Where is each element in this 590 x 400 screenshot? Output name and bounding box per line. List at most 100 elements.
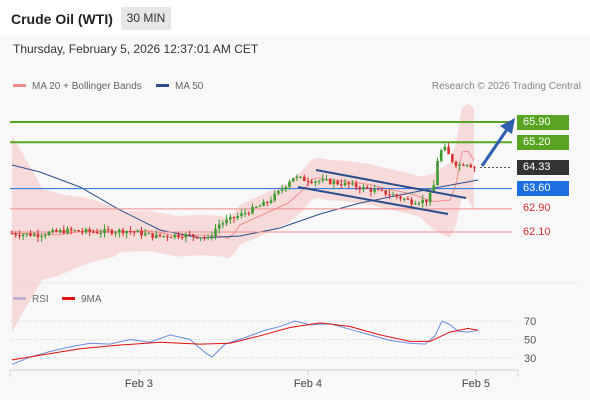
- bearish-candle: [410, 196, 413, 207]
- candle-body: [225, 219, 228, 224]
- candle-body: [114, 232, 117, 234]
- bullish-candle: [206, 234, 210, 241]
- bearish-candle: [306, 177, 310, 187]
- candle-body: [280, 189, 284, 191]
- bullish-candle: [314, 180, 317, 187]
- bullish-candle: [40, 233, 43, 242]
- candle-body: [299, 176, 302, 178]
- credit-text: Research © 2026 Trading Central: [431, 81, 581, 92]
- bearish-candle: [177, 232, 180, 240]
- candle-body: [110, 230, 114, 234]
- bullish-candle: [458, 161, 461, 171]
- candle-body: [229, 216, 232, 220]
- bullish-candle: [277, 189, 280, 196]
- ma50-swatch: [156, 83, 169, 87]
- ma50-line: [11, 164, 479, 239]
- bullish-candle: [414, 200, 417, 205]
- candle-body: [125, 230, 128, 234]
- bullish-candle: [58, 228, 62, 234]
- candle-body: [217, 224, 221, 229]
- bearish-candle: [166, 234, 169, 242]
- candle-body: [92, 231, 95, 233]
- bullish-candle: [44, 233, 47, 239]
- channel-upper-line: [315, 169, 467, 199]
- bullish-candle: [173, 234, 177, 240]
- rsi-tick-50: 50: [524, 335, 536, 347]
- bearish-candle: [18, 230, 21, 240]
- bullish-candle: [439, 148, 443, 163]
- bearish-candle: [81, 227, 84, 236]
- bearish-candle: [77, 229, 80, 232]
- bearish-candle: [380, 187, 384, 192]
- candle-body: [469, 164, 473, 168]
- candle-body: [443, 146, 447, 151]
- candle-body: [162, 235, 165, 237]
- bearish-candle: [69, 226, 73, 235]
- candle-body: [314, 181, 317, 183]
- bullish-candle: [432, 180, 436, 193]
- candle-body: [377, 189, 380, 191]
- bullish-candle: [291, 177, 295, 182]
- bullish-candle: [32, 231, 36, 237]
- legend-9ma: 9MA: [62, 294, 102, 305]
- bearish-candle: [399, 195, 402, 202]
- candle-body: [129, 230, 132, 232]
- candle-body: [106, 229, 110, 231]
- bullish-candle: [332, 178, 336, 190]
- candle-body: [343, 182, 347, 186]
- candle-body: [369, 188, 373, 192]
- bearish-candle: [266, 200, 269, 207]
- candle-body: [473, 167, 476, 169]
- ma9-swatch: [62, 296, 75, 300]
- bearish-candle: [121, 227, 125, 237]
- candle-body: [188, 233, 191, 235]
- candle-body: [347, 182, 350, 185]
- bullish-candle: [373, 184, 376, 195]
- bearish-candle: [232, 216, 236, 224]
- candle-body: [192, 234, 195, 237]
- rsi-label: RSI: [32, 294, 49, 305]
- bullish-candle: [254, 205, 258, 208]
- candle-body: [132, 231, 136, 233]
- bullish-candle: [236, 212, 239, 221]
- bearish-candle: [328, 177, 332, 185]
- candle-body: [158, 234, 162, 237]
- legend-ma20: MA 20 + Bollinger Bands: [13, 81, 142, 92]
- candle-body: [462, 164, 465, 166]
- candle-body: [232, 216, 236, 219]
- bearish-candle: [106, 225, 110, 234]
- candle-body: [77, 230, 80, 232]
- bullish-candle: [465, 164, 469, 168]
- candle-body: [103, 229, 106, 233]
- bullish-candle: [25, 233, 29, 238]
- x-tick-label: Feb 3: [125, 378, 153, 390]
- candle-body: [365, 186, 369, 189]
- bullish-candle: [299, 176, 302, 179]
- candle-body: [417, 203, 421, 205]
- candle-body: [29, 233, 32, 236]
- candle-body: [406, 198, 410, 200]
- candle-body: [425, 199, 428, 203]
- candle-body: [147, 233, 151, 235]
- candle-body: [140, 230, 143, 236]
- candle-body: [421, 199, 424, 204]
- candle-body: [99, 232, 103, 234]
- bullish-candle: [229, 213, 232, 224]
- bearish-candle: [369, 186, 373, 197]
- bearish-candle: [469, 163, 473, 168]
- candle-body: [325, 179, 328, 181]
- candle-body: [66, 228, 69, 234]
- bearish-candle: [365, 184, 369, 189]
- bearish-candle: [425, 199, 428, 207]
- candle-body: [273, 193, 276, 201]
- bearish-candle: [347, 181, 350, 189]
- timeframe-badge[interactable]: 30 MIN: [121, 7, 171, 30]
- candle-body: [95, 232, 99, 234]
- candle-body: [336, 181, 339, 185]
- bearish-candle: [310, 179, 313, 185]
- bearish-candle: [303, 174, 306, 182]
- candle-body: [354, 183, 358, 188]
- bearish-candle: [192, 233, 195, 242]
- ma20-label: MA 20 + Bollinger Bands: [32, 81, 142, 92]
